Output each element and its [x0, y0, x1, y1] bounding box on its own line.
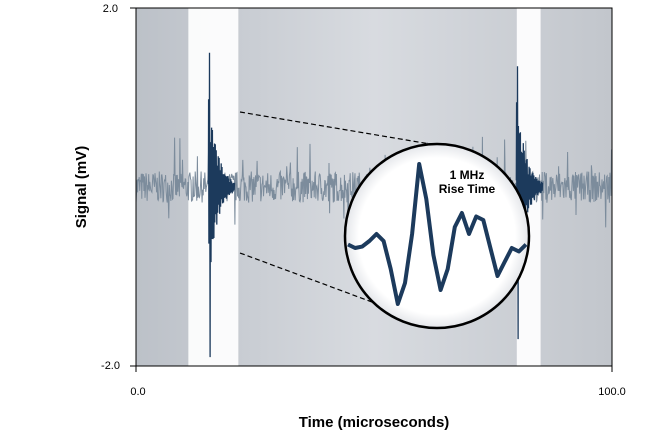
y-tick-label-bottom: -2.0 [101, 360, 120, 372]
series-burst-0 [207, 52, 236, 358]
x-tick-label-left: 0.0 [130, 386, 145, 398]
zoom-inset: 1 MHz Rise Time [343, 142, 531, 330]
y-axis-title: Signal (mV) [73, 146, 90, 229]
zoom-inset-circle [343, 142, 531, 330]
x-tick-label-right: 100.0 [598, 386, 626, 398]
zoom-leader-top [239, 111, 437, 146]
y-tick-label-top: 2.0 [103, 3, 118, 15]
plot-frame [135, 7, 613, 367]
callout-line-2: Rise Time [439, 182, 496, 196]
callout-line-1: 1 MHz [450, 168, 485, 182]
zoom-trace [347, 162, 528, 306]
axis-ticks [130, 7, 613, 372]
x-axis-title: Time (microseconds) [299, 414, 450, 431]
